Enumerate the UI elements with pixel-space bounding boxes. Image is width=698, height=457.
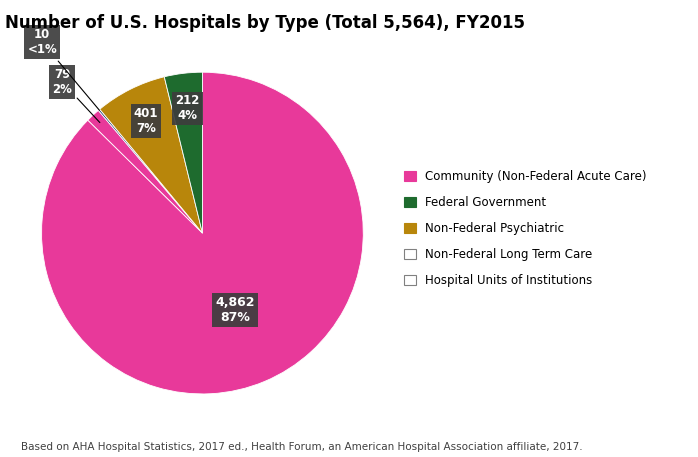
- Text: 79
2%: 79 2%: [52, 68, 100, 122]
- Text: 10
<1%: 10 <1%: [27, 28, 99, 110]
- Text: Number of U.S. Hospitals by Type (Total 5,564), FY2015: Number of U.S. Hospitals by Type (Total …: [6, 14, 525, 32]
- Text: 4,862
87%: 4,862 87%: [215, 296, 255, 324]
- Wedge shape: [164, 72, 202, 233]
- Wedge shape: [42, 72, 363, 394]
- Text: Based on AHA Hospital Statistics, 2017 ed., Health Forum, an American Hospital A: Based on AHA Hospital Statistics, 2017 e…: [21, 442, 583, 452]
- Wedge shape: [100, 77, 202, 233]
- Wedge shape: [98, 109, 202, 233]
- Text: 401
7%: 401 7%: [134, 107, 158, 135]
- Text: 212
4%: 212 4%: [175, 95, 200, 122]
- Legend: Community (Non-Federal Acute Care), Federal Government, Non-Federal Psychiatric,: Community (Non-Federal Acute Care), Fede…: [403, 170, 646, 287]
- Wedge shape: [88, 111, 202, 233]
